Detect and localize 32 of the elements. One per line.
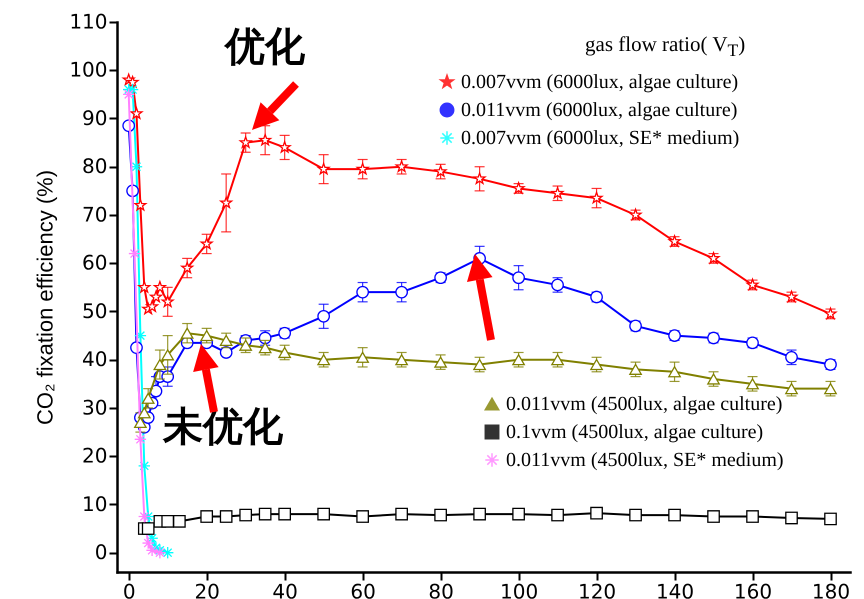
- y-tick-label: 110: [69, 10, 108, 34]
- y-tick-label: 10: [82, 492, 108, 516]
- x-tick-label: 140: [656, 580, 694, 599]
- legend-label: 0.007vvm (6000lux, SE* medium): [461, 127, 740, 149]
- y-tick-label: 60: [82, 250, 108, 275]
- x-tick-label: 180: [812, 580, 850, 599]
- y-tick-label: 70: [82, 202, 108, 226]
- y-tick-label: 30: [82, 395, 108, 420]
- y-tick-label: 100: [69, 58, 108, 82]
- y-tick-label: 80: [82, 154, 108, 178]
- y-tick-label: 90: [82, 106, 108, 130]
- y-axis-title: CO₂ fixation efficiency (%): [32, 170, 58, 426]
- y-tick-label: 0: [94, 540, 108, 564]
- legend-label: 0.011vvm (4500lux, SE* medium): [506, 449, 784, 471]
- legend-label: 0.1vvm (4500lux, algae culture): [506, 421, 764, 443]
- legend-label: 0.011vvm (4500lux, algae culture): [506, 393, 782, 415]
- x-tick-label: 160: [734, 580, 772, 599]
- x-tick-label: 0: [122, 580, 136, 599]
- x-tick-label: 80: [428, 580, 454, 599]
- legend-title: gas flow ratio( V$_{T}$): [585, 32, 746, 62]
- legend-label: 0.011vvm (6000lux, algae culture): [461, 99, 738, 121]
- x-tick-label: 20: [194, 580, 220, 599]
- x-tick-label: 60: [350, 580, 376, 599]
- y-tick-label: 20: [82, 444, 108, 468]
- x-tick-label: 120: [578, 580, 616, 599]
- annotation: 优化: [223, 24, 306, 70]
- x-tick-label: 40: [272, 580, 298, 599]
- annotation: 未优化: [162, 404, 284, 450]
- y-tick-label: 50: [82, 298, 108, 323]
- y-tick-label: 40: [82, 347, 108, 372]
- legend-label: 0.007vvm (6000lux, algae culture): [461, 71, 738, 93]
- x-tick-label: 100: [500, 580, 538, 599]
